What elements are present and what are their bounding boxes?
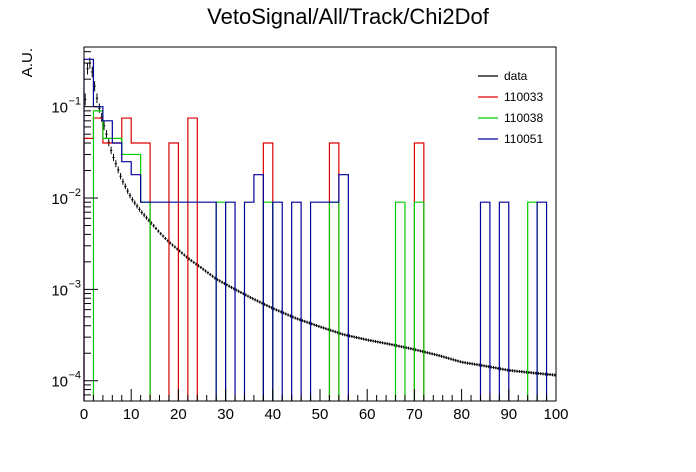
x-tick-label: 100 [543,406,568,423]
y-tick-exponent: −2 [68,187,81,199]
x-tick-label: 20 [170,406,187,423]
x-tick-label: 60 [359,406,376,423]
x-tick-label: 90 [500,406,517,423]
y-tick-label: 10 [51,191,68,208]
series-110051 [83,58,548,401]
plot-frame [83,46,557,402]
series-layer [83,57,556,401]
x-tick-label: 0 [80,406,88,423]
chart-title: VetoSignal/All/Track/Chi2Dof [207,4,490,29]
series-outline-110033 [83,117,425,401]
legend-label: 110051 [504,132,543,146]
legend-label: data [504,69,528,83]
legend-label: 110038 [504,111,543,125]
y-tick-exponent: −4 [68,370,81,382]
series-110033 [83,117,425,401]
y-tick-label: 10 [51,100,68,117]
legend-label: 110033 [504,90,543,104]
x-tick-label: 30 [217,406,234,423]
y-tick-exponent: −3 [68,278,81,290]
y-tick-label: 10 [51,282,68,299]
series-outline-110051 [83,58,548,401]
x-tick-label: 80 [453,406,470,423]
legend: data 110033 110038 110051 [478,69,543,146]
x-tick-label: 50 [312,406,329,423]
series-110038 [92,110,538,401]
series-data [84,57,556,377]
x-tick-label: 40 [264,406,281,423]
y-tick-exponent: −1 [68,96,81,108]
y-tick-label: 10 [51,374,68,391]
series-outline-110038 [92,110,538,401]
x-tick-label: 10 [123,406,140,423]
x-tick-label: 70 [406,406,423,423]
y-axis-label: A.U. [19,48,36,77]
